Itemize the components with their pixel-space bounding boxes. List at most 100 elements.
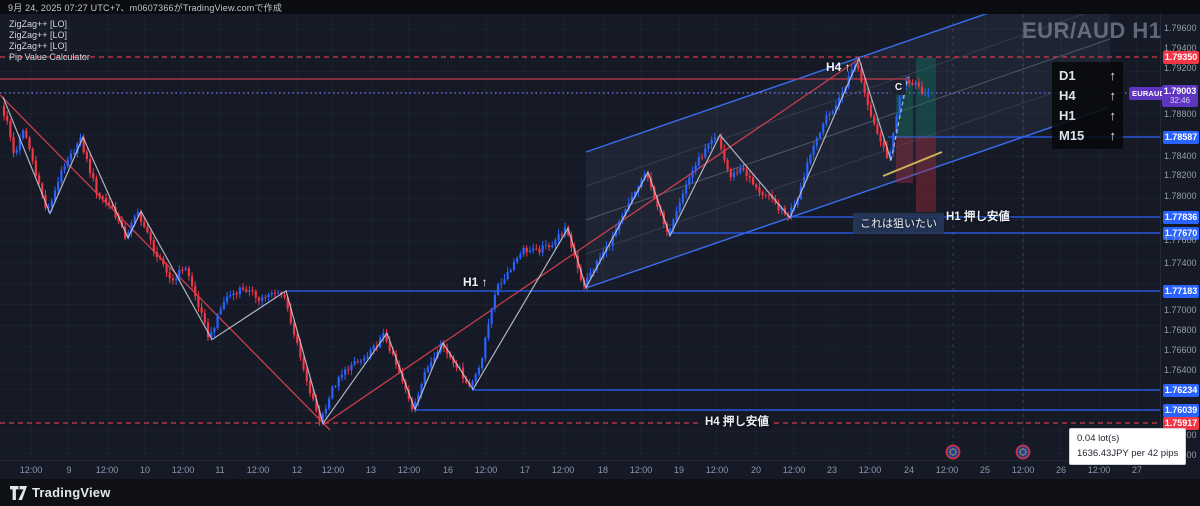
chart-canvas[interactable] — [0, 0, 1200, 479]
up-arrow-icon: ↑ — [1109, 87, 1117, 103]
price-level-chip: 1.75917 — [1163, 416, 1199, 430]
time-axis-label: 12:00 — [1011, 465, 1035, 475]
trendline[interactable] — [322, 58, 860, 426]
up-arrow-icon: ↑ — [1109, 67, 1117, 83]
time-axis-label: 12:00 — [551, 465, 575, 475]
time-axis-label: 12:00 — [246, 465, 270, 475]
price-axis-label: 1.78200 — [1164, 169, 1197, 180]
legend-item-zigzag-3[interactable]: ZigZag++ [LO] — [9, 41, 68, 51]
price-axis-label: 1.78400 — [1164, 150, 1197, 161]
legend-item-pip-calculator[interactable]: Pip Value Calculator — [9, 52, 90, 62]
time-axis-label: 27 — [1131, 465, 1143, 475]
yellow-trendline[interactable] — [882, 151, 943, 177]
price-axis-label: 1.76800 — [1164, 324, 1197, 335]
time-axis-label: 12:00 — [858, 465, 882, 475]
eu-flag-icon[interactable] — [945, 444, 961, 460]
symbol-tag: EURAUD — [1129, 87, 1169, 100]
tf-row-h1: H1 ↑ — [1059, 105, 1116, 125]
tf-row-h4: H4 ↑ — [1059, 85, 1116, 105]
time-axis-label: 12:00 — [1087, 465, 1111, 475]
time-axis-label: 12:00 — [95, 465, 119, 475]
time-axis-label: 11 — [215, 465, 225, 475]
time-axis-label: 18 — [597, 465, 609, 475]
legend-item-zigzag-1[interactable]: ZigZag++ [LO] — [9, 19, 68, 29]
tf-row-d1: D1 ↑ — [1059, 65, 1116, 85]
export-header-bar: 9月 24, 2025 07:27 UTC+7、m0607366がTrading… — [0, 0, 1200, 14]
tradingview-logo-text: TradingView — [32, 485, 111, 500]
zigzag-line — [2, 56, 892, 425]
price-level-chip: 1.79350 — [1163, 50, 1199, 64]
price-axis-label: 1.78800 — [1164, 108, 1197, 119]
h1-pullback-low-label: H1 押し安値 — [946, 211, 1010, 223]
trade-idea-note: これは狙いたい — [853, 213, 944, 234]
time-axis-label: 12:00 — [321, 465, 345, 475]
pip-value-tooltip: 0.04 lot(s) 1636.43JPY per 42 pips — [1069, 428, 1187, 466]
long-position-stop-zone[interactable] — [896, 137, 913, 183]
tradingview-logo-icon — [10, 485, 27, 500]
time-axis-label: 12:00 — [935, 465, 959, 475]
price-axis[interactable]: 1.79600 1.79400 1.79350 1.79200 1.78800 1.785… — [1160, 0, 1200, 460]
price-level-chip: 1.77183 — [1163, 284, 1199, 298]
ascending-channel[interactable] — [585, 0, 1111, 289]
price-axis-label: 1.77600 — [1164, 234, 1197, 245]
trendline[interactable] — [0, 94, 331, 431]
tf-row-m15: M15 ↑ — [1059, 125, 1116, 145]
time-axis-label: 23 — [826, 465, 838, 475]
plot-area[interactable] — [0, 0, 1160, 460]
price-level-chip: 1.76234 — [1163, 383, 1199, 397]
tf-label: D1 — [1059, 67, 1076, 83]
time-axis-label: 12:00 — [19, 465, 43, 475]
time-axis-label: 12:00 — [629, 465, 653, 475]
h4-swing-high-label: H4 ↑ — [826, 60, 851, 74]
price-axis-label: 1.79400 — [1164, 42, 1197, 53]
h4-pullback-low-label: H4 押し安値 — [700, 413, 774, 429]
long-position-stop-zone[interactable] — [916, 137, 936, 212]
bar-countdown: 32:46 — [1169, 96, 1191, 105]
time-axis[interactable]: 12:00 9 12:00 10 12:00 11 12:00 12 12:00 13 12:00 1… — [0, 460, 1160, 480]
price-axis-label: 1.77400 — [1164, 257, 1197, 268]
time-axis-label: 19 — [673, 465, 685, 475]
tradingview-logo[interactable]: TradingView — [10, 485, 111, 500]
multi-timeframe-panel: D1 ↑ H4 ↑ H1 ↑ M15 ↑ — [1052, 62, 1123, 149]
time-axis-label: 26 — [1055, 465, 1067, 475]
time-axis-label: 12:00 — [705, 465, 729, 475]
price-axis-label: 1.77000 — [1164, 304, 1197, 315]
up-arrow-icon: ↑ — [1109, 127, 1117, 143]
long-position-profit-zone[interactable] — [896, 82, 913, 137]
up-arrow-icon: ↑ — [1109, 107, 1117, 123]
price-level-chip: 1.77836 — [1163, 210, 1199, 224]
lot-size: 0.04 lot(s) — [1077, 433, 1120, 444]
time-axis-label: 10 — [139, 465, 151, 475]
price-level-chip: 1.78587 — [1163, 130, 1199, 144]
price-axis-label: 1.76600 — [1164, 344, 1197, 355]
symbol-watermark: EUR/AUD H1 — [1022, 18, 1162, 43]
eu-flag-icon[interactable] — [1015, 444, 1031, 460]
pip-value: 1636.43JPY per 42 pips — [1077, 447, 1179, 459]
time-axis-label: 13 — [365, 465, 377, 475]
time-axis-label: 24 — [903, 465, 915, 475]
time-axis-label: 9 — [66, 465, 72, 475]
time-axis-label: 20 — [750, 465, 762, 475]
tf-label: H4 — [1059, 87, 1076, 103]
price-level-chip: 1.76039 — [1163, 403, 1199, 417]
time-axis-label: 16 — [442, 465, 454, 475]
price-axis-label: 1.79600 — [1164, 22, 1197, 33]
last-price-chip: 1.79003 32:46 — [1162, 85, 1198, 107]
price-axis-label: 1.79200 — [1164, 62, 1197, 73]
price-axis-label: 1.76400 — [1164, 364, 1197, 375]
long-position-profit-zone[interactable] — [916, 58, 936, 137]
tf-label: H1 — [1059, 107, 1076, 123]
export-note: 9月 24, 2025 07:27 UTC+7、m0607366がTrading… — [8, 3, 283, 13]
indicator-legend[interactable]: ZigZag++ [LO] ZigZag++ [LO] ZigZag++ [LO… — [9, 19, 90, 63]
price-level-chip: 1.77670 — [1163, 226, 1199, 240]
time-axis-label: 12 — [291, 465, 303, 475]
legend-item-zigzag-2[interactable]: ZigZag++ [LO] — [9, 30, 68, 40]
last-price: 1.79003 — [1163, 86, 1197, 96]
time-axis-label: 12:00 — [782, 465, 806, 475]
time-axis-label: 12:00 — [171, 465, 195, 475]
tf-label: M15 — [1059, 127, 1085, 143]
h1-swing-label: H1 ↑ — [463, 275, 488, 289]
price-axis-label: 1.78000 — [1164, 190, 1197, 201]
time-axis-label: 17 — [519, 465, 531, 475]
